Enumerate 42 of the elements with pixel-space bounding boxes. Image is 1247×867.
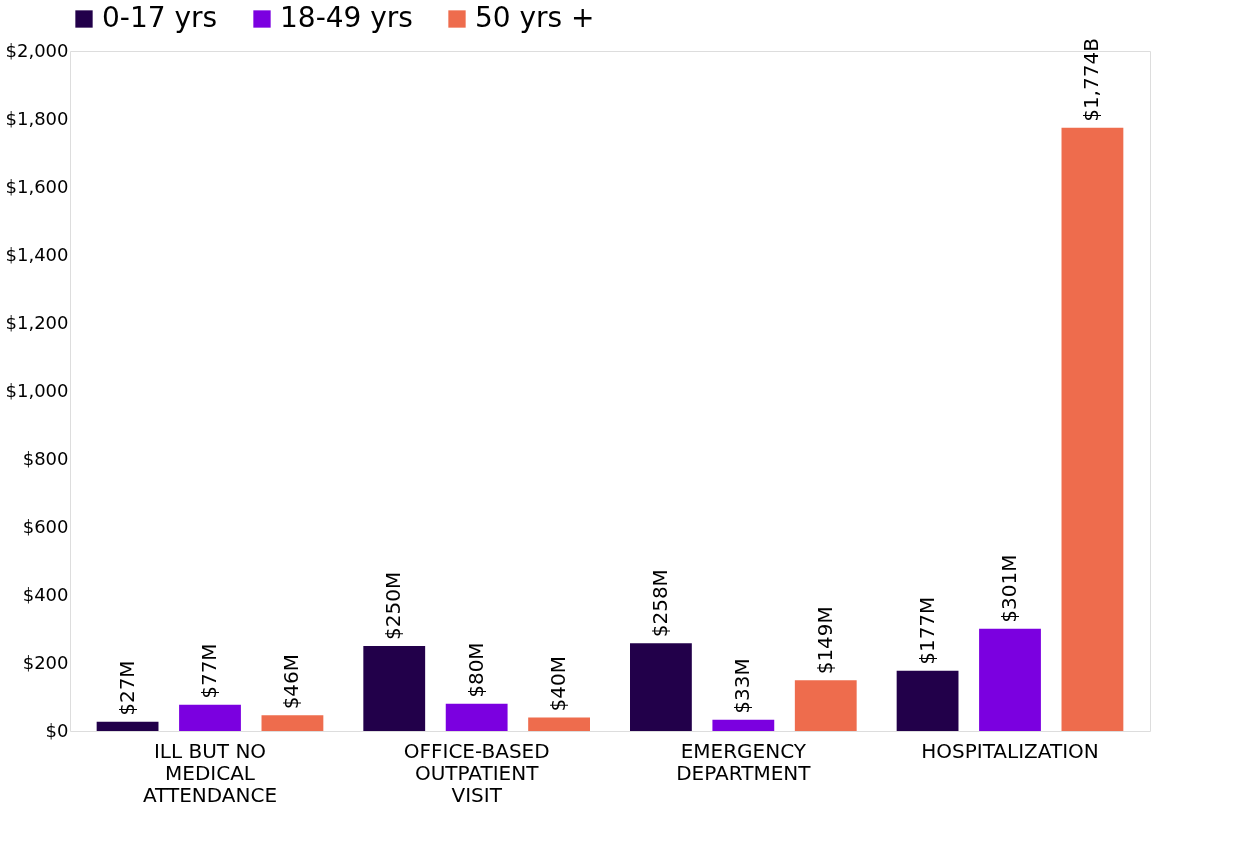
- legend-label: 50 yrs +: [475, 1, 595, 34]
- bar: [712, 719, 775, 731]
- data-label: $1,774B: [1079, 38, 1104, 122]
- x-tick-label: HOSPITALIZATION: [921, 738, 1099, 763]
- bar: [979, 628, 1041, 731]
- y-tick-label: $2,000: [5, 39, 69, 61]
- data-label: $40M: [546, 655, 571, 712]
- x-tick-label: ILL BUT NO MEDICAL ATTENDANCE: [142, 738, 278, 807]
- y-tick-label: $1,800: [5, 107, 69, 129]
- y-tick-label: $600: [22, 515, 69, 537]
- bar: [630, 643, 692, 731]
- bar: [1061, 127, 1124, 731]
- legend-label: 0-17 yrs: [102, 1, 218, 34]
- data-label: $77M: [197, 643, 221, 699]
- y-tick-label: $800: [22, 447, 69, 469]
- bar: [528, 717, 590, 731]
- data-label: $177M: [914, 596, 939, 665]
- bar: [794, 680, 857, 731]
- bar: [363, 646, 426, 731]
- data-label: $301M: [997, 554, 1021, 623]
- y-tick-label: $400: [22, 583, 69, 605]
- legend-label: 18-49 yrs: [280, 1, 413, 34]
- x-tick-label: EMERGENCY DEPARTMENT: [676, 738, 812, 785]
- data-label: $46M: [279, 653, 304, 710]
- bar: [445, 703, 508, 731]
- y-tick-label: $1,400: [5, 243, 69, 265]
- data-label: $250M: [381, 571, 406, 640]
- bar: [261, 715, 324, 731]
- y-tick-label: $1,000: [5, 379, 69, 401]
- bar: [179, 704, 241, 731]
- data-label: $80M: [463, 642, 488, 698]
- data-label: $33M: [730, 658, 755, 714]
- x-tick-label: OFFICE-BASED OUTPATIENT VISIT: [403, 738, 550, 807]
- data-label: $149M: [812, 606, 837, 675]
- bar: [96, 721, 159, 731]
- y-tick-label: $200: [22, 651, 69, 673]
- bar: [896, 670, 959, 731]
- data-label: $27M: [114, 660, 139, 716]
- y-tick-label: $1,200: [5, 311, 69, 333]
- y-tick-label: $1,600: [5, 175, 69, 197]
- y-tick-label: $0: [45, 719, 69, 741]
- data-label: $258M: [647, 569, 672, 638]
